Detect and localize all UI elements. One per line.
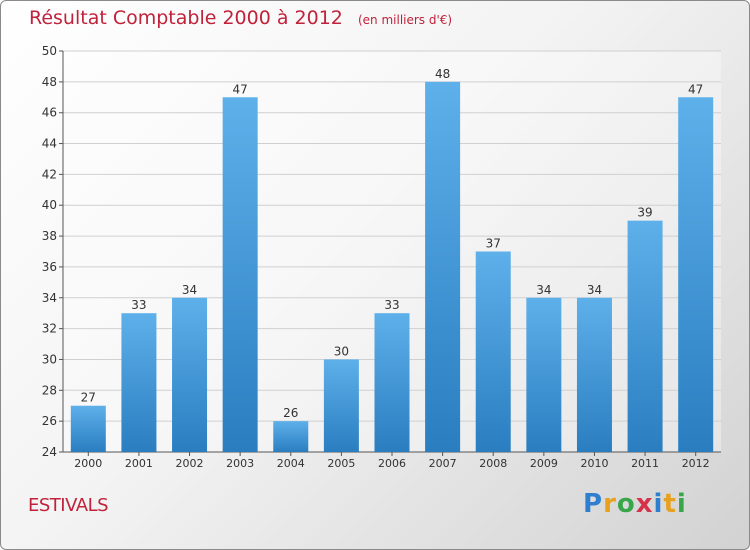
x-tick-label: 2007	[429, 457, 457, 470]
proxiti-logo: Proxiti	[583, 489, 687, 519]
bar	[222, 97, 258, 453]
chart-title-block: Résultat Comptable 2000 à 2012 (en milli…	[29, 7, 452, 29]
y-tick-label: 38	[42, 229, 57, 243]
bar	[627, 220, 663, 452]
data-label: 34	[587, 283, 602, 297]
x-tick-label: 2008	[479, 457, 507, 470]
bar	[475, 251, 511, 452]
data-label: 30	[334, 344, 349, 358]
bar	[526, 297, 562, 452]
data-label: 34	[536, 283, 551, 297]
y-tick-label: 36	[42, 260, 57, 274]
y-tick-label: 50	[42, 44, 57, 58]
y-tick-label: 24	[42, 445, 57, 459]
x-tick-label: 2010	[580, 457, 608, 470]
bar	[678, 97, 714, 453]
bar	[121, 313, 157, 452]
data-label: 37	[486, 237, 501, 251]
x-tick-label: 2006	[378, 457, 406, 470]
bar	[374, 313, 410, 452]
bar	[576, 297, 612, 452]
x-tick-label: 2009	[530, 457, 558, 470]
y-tick-label: 34	[42, 291, 57, 305]
place-name: ESTIVALS	[28, 495, 109, 516]
data-label: 39	[637, 206, 652, 220]
data-label: 27	[81, 391, 96, 405]
y-tick-label: 44	[42, 137, 57, 151]
x-tick-label: 2001	[125, 457, 153, 470]
data-label: 47	[688, 82, 703, 96]
y-tick-label: 42	[42, 167, 57, 181]
x-tick-label: 2005	[327, 457, 355, 470]
data-label: 26	[283, 406, 298, 420]
chart-title: Résultat Comptable 2000 à 2012	[29, 7, 343, 29]
y-tick-label: 32	[42, 322, 57, 336]
data-label: 33	[131, 298, 146, 312]
x-tick-label: 2004	[277, 457, 305, 470]
data-label: 47	[233, 82, 248, 96]
x-tick-label: 2011	[631, 457, 659, 470]
y-tick-label: 46	[42, 106, 57, 120]
bar	[273, 421, 309, 452]
y-tick-label: 30	[42, 352, 57, 366]
data-label: 33	[384, 298, 399, 312]
data-label: 48	[435, 67, 450, 81]
x-tick-label: 2002	[176, 457, 204, 470]
y-tick-label: 28	[42, 383, 57, 397]
bar	[70, 405, 106, 452]
x-tick-label: 2012	[682, 457, 710, 470]
bar	[172, 297, 208, 452]
bar	[425, 81, 461, 452]
x-tick-label: 2000	[74, 457, 102, 470]
data-label: 34	[182, 283, 197, 297]
y-tick-label: 26	[42, 414, 57, 428]
y-tick-label: 48	[42, 75, 57, 89]
chart-subtitle: (en milliers d'€)	[357, 13, 453, 27]
bar	[323, 359, 359, 452]
x-tick-label: 2003	[226, 457, 254, 470]
y-tick-label: 40	[42, 198, 57, 212]
